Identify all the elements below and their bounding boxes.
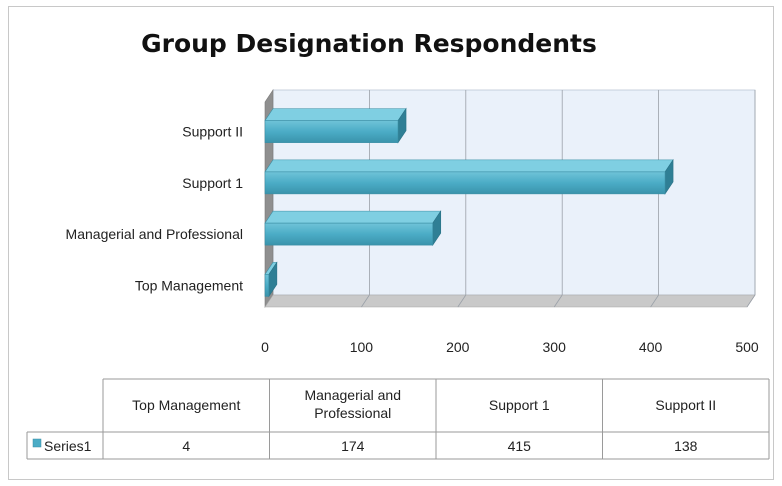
table-header: Support II	[655, 397, 716, 413]
gridline-floor	[457, 294, 467, 308]
bar-top	[264, 210, 442, 224]
bar-front	[264, 171, 666, 195]
bar	[264, 107, 407, 144]
bar-top	[264, 108, 407, 121]
plot-floor	[264, 294, 756, 308]
table-header: Top Management	[132, 397, 240, 413]
x-tick-label: 400	[639, 339, 663, 355]
y-category-label: Top Management	[135, 277, 243, 293]
x-tick-label: 100	[350, 339, 374, 355]
gridline-floor	[746, 294, 756, 308]
gridline-floor	[650, 294, 659, 308]
chart-title: Group Designation Respondents	[141, 29, 597, 58]
bar-top	[264, 159, 674, 173]
x-tick-label: 500	[735, 339, 759, 355]
bar-front	[264, 274, 270, 297]
y-category-label: Managerial and Professional	[66, 226, 243, 242]
y-category-label: Support II	[182, 124, 243, 140]
bar	[264, 261, 278, 298]
bar	[264, 158, 674, 195]
x-axis-ticks: 0 100 200 300 400 500	[261, 339, 759, 355]
bar	[264, 210, 442, 247]
data-table: Top Management Managerial and Professional…	[26, 378, 770, 460]
plot-area	[264, 89, 756, 308]
bar-front	[264, 120, 399, 143]
table-header: Managerial and Professional	[304, 387, 401, 421]
gridline-floor	[553, 294, 563, 308]
table-value: 4	[182, 438, 190, 454]
table-value: 415	[508, 438, 532, 454]
bar-front	[264, 222, 434, 246]
y-axis-categories: Top Management Managerial and Professiona…	[66, 124, 244, 294]
y-category-label: Support 1	[182, 175, 243, 191]
legend-series-label: Series1	[44, 438, 92, 454]
legend-swatch	[32, 438, 42, 448]
table-value: 174	[341, 438, 365, 454]
bar-chart: Group Designation Respondents 0 100 200 300…	[26, 29, 770, 460]
table-header: Support 1	[489, 397, 550, 413]
table-value: 138	[674, 438, 698, 454]
x-tick-label: 0	[261, 339, 269, 355]
gridline-floor	[361, 294, 370, 308]
x-tick-label: 300	[543, 339, 567, 355]
x-tick-label: 200	[446, 339, 470, 355]
chart-frame: Group Designation Respondents 0 100 200 300…	[8, 6, 774, 480]
